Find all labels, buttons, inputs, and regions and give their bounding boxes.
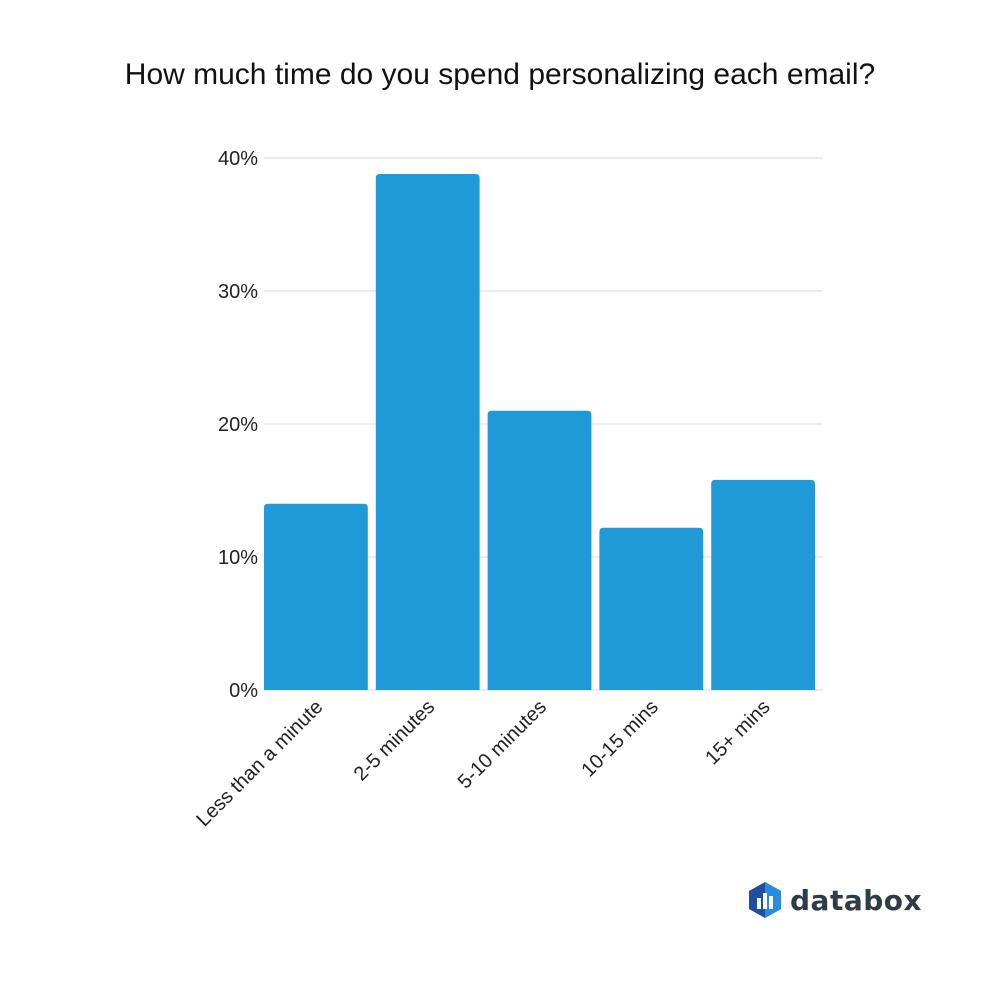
y-tick-label: 40% — [218, 148, 258, 170]
x-tick-label: Less than a minute — [192, 696, 327, 831]
bar — [375, 173, 480, 690]
x-tick-label: 2-5 minutes — [350, 696, 439, 785]
databox-brand: databox — [748, 880, 922, 920]
y-tick-label: 20% — [218, 414, 258, 436]
x-tick-label: 15+ mins — [701, 696, 774, 769]
bar — [487, 410, 592, 690]
y-tick-label: 30% — [218, 281, 258, 303]
bar — [264, 503, 368, 690]
bar — [711, 479, 815, 690]
bar — [599, 527, 704, 690]
y-tick-label: 10% — [218, 547, 258, 569]
bars — [264, 173, 815, 690]
x-tick-label: 10-15 mins — [577, 696, 663, 782]
x-tick-label: 5-10 minutes — [454, 696, 551, 793]
y-tick-label: 0% — [229, 680, 258, 702]
chart-title: How much time do you spend personalizing… — [124, 58, 876, 91]
x-axis-tick-labels: Less than a minute 2-5 minutes 5-10 minute… — [192, 696, 774, 831]
y-axis-tick-labels: 0% 10% 20% 30% 40% — [218, 148, 258, 702]
databox-wordmark: databox — [790, 883, 923, 917]
databox-logo-icon — [749, 882, 781, 918]
